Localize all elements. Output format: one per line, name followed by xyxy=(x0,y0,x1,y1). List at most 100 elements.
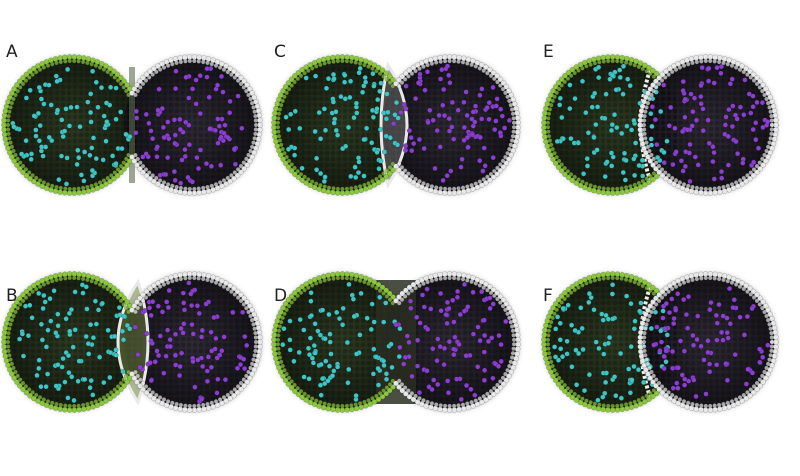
green-membrane-bead xyxy=(565,293,571,299)
green-membrane-bead xyxy=(299,177,306,183)
green-membrane-bead xyxy=(601,186,607,191)
green-membrane-bead xyxy=(636,397,642,403)
cyan-particle xyxy=(81,178,87,184)
purple-particle xyxy=(149,340,155,347)
green-membrane-bead xyxy=(653,287,660,294)
white-membrane-bead xyxy=(510,133,516,139)
white-membrane-bead xyxy=(645,100,651,106)
green-membrane-bead xyxy=(605,403,611,409)
green-membrane-bead xyxy=(307,278,314,285)
green-membrane-bead xyxy=(562,165,568,171)
purple-particle xyxy=(719,175,725,181)
white-membrane-bead xyxy=(725,278,731,284)
green-membrane-bead xyxy=(282,377,289,384)
cyan-particle xyxy=(68,104,74,111)
green-membrane-bead xyxy=(348,276,354,282)
green-membrane-bead xyxy=(115,78,121,83)
cyan-particle xyxy=(308,313,315,319)
purple-particle xyxy=(729,76,735,82)
purple-particle xyxy=(722,122,729,128)
cyan-particle xyxy=(297,317,303,323)
cyan-particle xyxy=(558,346,564,352)
purple-particle xyxy=(711,80,717,86)
purple-particle xyxy=(438,76,444,82)
cyan-particle xyxy=(76,358,82,364)
purple-particle xyxy=(760,124,766,131)
purple-particle xyxy=(724,330,730,336)
white-membrane-bead xyxy=(647,96,652,102)
white-membrane-bead xyxy=(673,67,679,72)
white-membrane-bead xyxy=(460,185,466,190)
white-membrane-bead xyxy=(733,65,739,70)
green-membrane-bead xyxy=(568,388,574,394)
white-membrane-bead xyxy=(205,60,210,66)
cyan-particle xyxy=(370,371,377,377)
purple-particle xyxy=(684,325,691,331)
white-membrane-bead xyxy=(725,61,731,67)
white-membrane-bead xyxy=(244,379,250,385)
cyan-particle xyxy=(637,308,643,314)
green-membrane-bead xyxy=(326,402,332,408)
cyan-particle xyxy=(383,300,389,306)
green-membrane-bead xyxy=(375,64,382,71)
green-membrane-bead xyxy=(636,281,642,287)
cyan-particle xyxy=(610,154,616,160)
green-membrane-bead xyxy=(9,90,15,96)
purple-particle xyxy=(183,119,189,125)
purple-particle xyxy=(155,303,161,309)
cyan-particle xyxy=(28,156,34,162)
green-membrane-bead xyxy=(298,171,304,177)
cyan-particle xyxy=(364,125,370,131)
green-membrane-bead xyxy=(597,276,602,282)
cyan-particle xyxy=(638,300,644,306)
white-membrane-bead xyxy=(409,174,415,179)
purple-particle xyxy=(734,151,741,157)
green-membrane-bead xyxy=(292,290,298,296)
green-membrane-bead xyxy=(276,129,281,134)
purple-particle xyxy=(490,301,496,307)
white-membrane-bead xyxy=(765,317,771,323)
green-membrane-bead xyxy=(555,80,562,86)
purple-particle xyxy=(403,147,409,153)
cyan-particle xyxy=(34,372,40,379)
green-membrane-bead xyxy=(7,326,12,332)
green-membrane-bead xyxy=(118,291,124,298)
green-membrane-bead xyxy=(572,287,578,293)
cyan-particle xyxy=(580,171,587,177)
cyan-particle xyxy=(555,357,562,363)
green-membrane-bead xyxy=(592,401,598,407)
white-membrane-bead xyxy=(238,298,244,304)
cyan-particle xyxy=(306,352,313,358)
purple-particle xyxy=(673,149,679,155)
cyan-particle xyxy=(281,326,287,332)
green-membrane-bead xyxy=(282,160,289,166)
white-membrane-bead xyxy=(751,295,757,300)
white-membrane-bead xyxy=(244,162,250,168)
purple-particle xyxy=(227,98,233,105)
purple-particle xyxy=(197,110,203,117)
green-membrane-bead xyxy=(344,403,350,409)
cyan-particle xyxy=(280,342,286,348)
cyan-particle xyxy=(396,354,402,360)
white-membrane-bead xyxy=(252,326,257,332)
purple-particle xyxy=(734,116,740,122)
green-membrane-bead xyxy=(623,185,629,190)
green-membrane-bead xyxy=(121,78,127,84)
green-membrane-bead xyxy=(41,180,47,185)
cyan-particle xyxy=(628,344,634,350)
green-membrane-bead xyxy=(63,403,68,408)
cyan-particle xyxy=(357,65,363,72)
cyan-particle xyxy=(596,74,602,81)
purple-particle xyxy=(481,317,487,323)
white-membrane-bead xyxy=(246,158,253,164)
white-membrane-bead xyxy=(760,88,765,94)
white-membrane-bead xyxy=(143,167,149,172)
white-membrane-bead xyxy=(246,369,251,375)
green-membrane-bead xyxy=(58,185,64,191)
white-membrane-bead xyxy=(642,131,647,137)
cyan-particle xyxy=(625,76,631,82)
purple-particle xyxy=(730,305,736,311)
cyan-particle xyxy=(72,289,78,295)
green-membrane-bead xyxy=(556,158,562,164)
green-membrane-bead xyxy=(547,138,553,143)
